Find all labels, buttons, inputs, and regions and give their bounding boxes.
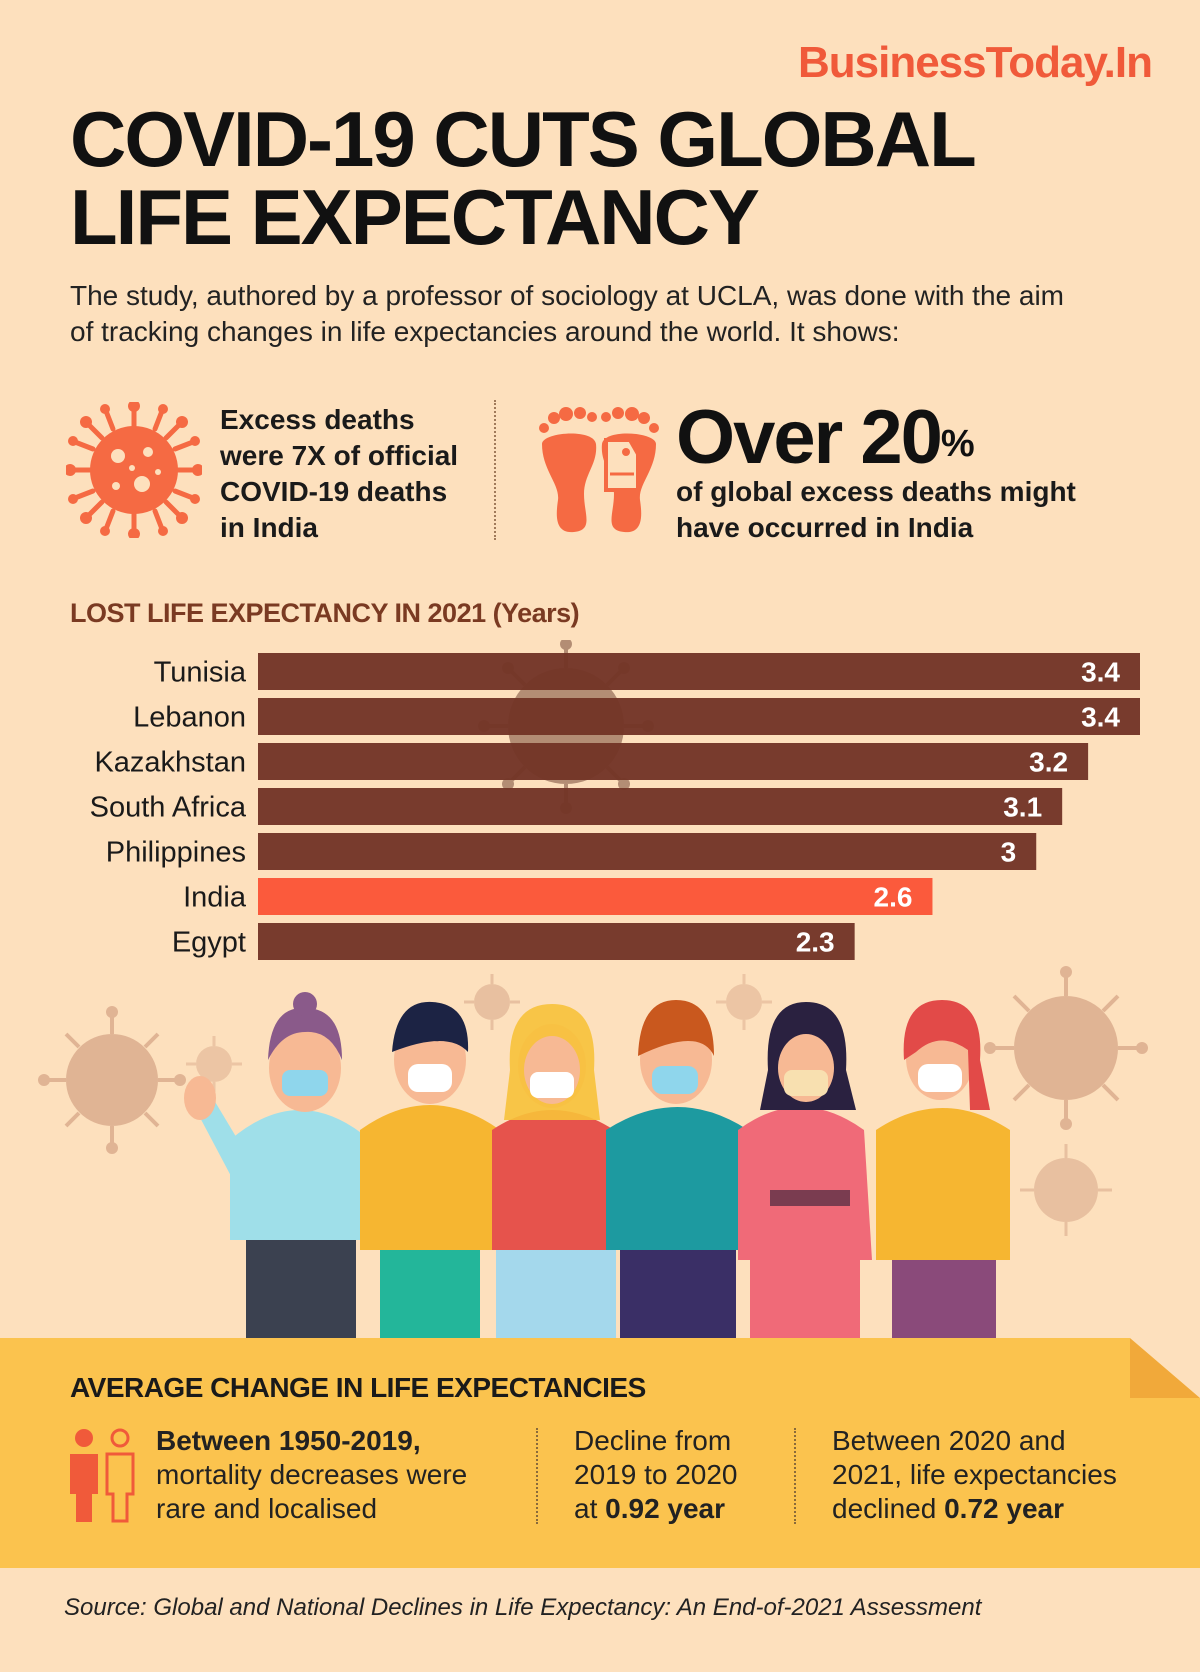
col-3-value: 0.72 year xyxy=(944,1493,1064,1524)
divider xyxy=(794,1428,796,1524)
col-2-prefix: at xyxy=(574,1493,606,1524)
value-label: 3.4 xyxy=(1081,657,1120,688)
intro-text: The study, authored by a professor of so… xyxy=(70,280,1064,347)
col-2-line: 2019 to 2020 xyxy=(574,1459,738,1490)
corner-fold xyxy=(1130,1338,1200,1398)
category-label: India xyxy=(183,882,247,914)
value-label: 3 xyxy=(1001,837,1017,868)
col-1-line: rare and localised xyxy=(156,1493,378,1524)
bar-kazakhstan xyxy=(258,743,1089,780)
category-label: South Africa xyxy=(90,792,247,824)
stat-line: in India xyxy=(220,512,318,543)
person-1 xyxy=(184,992,370,1340)
col-3-line: Between 2020 and xyxy=(832,1425,1066,1456)
bar-india xyxy=(258,878,933,915)
page-title: COVID-19 CUTS GLOBAL LIFE EXPECTANCY xyxy=(70,100,1150,256)
value-label: 2.6 xyxy=(874,882,913,913)
person-2 xyxy=(360,1001,500,1340)
stat-big-value: Over 20 xyxy=(676,395,943,480)
stats-divider xyxy=(494,400,496,540)
category-label: Tunisia xyxy=(154,657,247,689)
bar-egypt xyxy=(258,923,855,960)
bar-lebanon xyxy=(258,698,1140,735)
col-1-text: Between 1950-2019, mortality decreases w… xyxy=(156,1424,467,1526)
people-icon xyxy=(70,1428,135,1523)
col-3-text: Between 2020 and 2021, life expectancies… xyxy=(832,1424,1117,1526)
person-4 xyxy=(606,1000,748,1340)
stat-line: were 7X of official xyxy=(220,440,459,471)
col-3-line: 2021, life expectancies xyxy=(832,1459,1117,1490)
col-2-line: Decline from xyxy=(574,1425,732,1456)
value-label: 3.2 xyxy=(1029,747,1068,778)
value-label: 3.1 xyxy=(1003,792,1042,823)
stat-line: COVID-19 deaths xyxy=(220,476,448,507)
stat-line: Excess deaths xyxy=(220,404,415,435)
lost-life-expectancy-chart: Tunisia 3.4 Lebanon 3.4 Kazakhstan 3.2 South A… xyxy=(90,640,1140,960)
section-title: AVERAGE CHANGE IN LIFE EXPECTANCIES xyxy=(70,1372,646,1403)
person-3 xyxy=(492,1004,616,1340)
title-line-2: LIFE EXPECTANCY xyxy=(70,173,760,261)
bar-tunisia xyxy=(258,653,1140,690)
stat-big-unit: % xyxy=(940,423,975,465)
stat-excess-deaths: Excess deaths were 7X of official COVID-… xyxy=(220,402,458,546)
value-label: 3.4 xyxy=(1081,702,1120,733)
chart-title: LOST LIFE EXPECTANCY IN 2021 (Years) xyxy=(70,598,580,628)
stat-global-share: of global excess deaths might have occur… xyxy=(676,474,1076,546)
col-3-prefix: declined xyxy=(832,1493,945,1524)
col-2-value: 0.92 year xyxy=(605,1493,726,1524)
masked-people-illustration xyxy=(38,966,1148,1340)
col-2-text: Decline from 2019 to 2020 at 0.92 year xyxy=(574,1424,738,1526)
stat-line: have occurred in India xyxy=(676,512,974,543)
category-label: Philippines xyxy=(106,837,246,869)
title-line-1: COVID-19 CUTS GLOBAL xyxy=(70,95,977,183)
category-label: Kazakhstan xyxy=(94,747,246,779)
person-5 xyxy=(738,1002,872,1340)
average-change-section xyxy=(0,1338,1200,1568)
virus-icon xyxy=(66,402,202,538)
person-6 xyxy=(876,1000,1010,1340)
category-label: Egypt xyxy=(172,927,246,959)
brand-logo: BusinessToday.In xyxy=(797,38,1153,87)
stat-big-number: Over 20% xyxy=(676,395,975,480)
col-1-bold: Between 1950-2019, xyxy=(156,1425,421,1456)
background-virus-icons xyxy=(38,966,1148,1236)
category-label: Lebanon xyxy=(133,702,246,734)
divider xyxy=(536,1428,538,1524)
footprints-tag-icon xyxy=(539,407,659,533)
stat-line: of global excess deaths might xyxy=(676,476,1076,507)
bar-south-africa xyxy=(258,788,1063,825)
bar-philippines xyxy=(258,833,1037,870)
source-note: Source: Global and National Declines in … xyxy=(64,1594,982,1621)
value-label: 2.3 xyxy=(796,927,835,958)
col-1-line: mortality decreases were xyxy=(156,1459,468,1490)
